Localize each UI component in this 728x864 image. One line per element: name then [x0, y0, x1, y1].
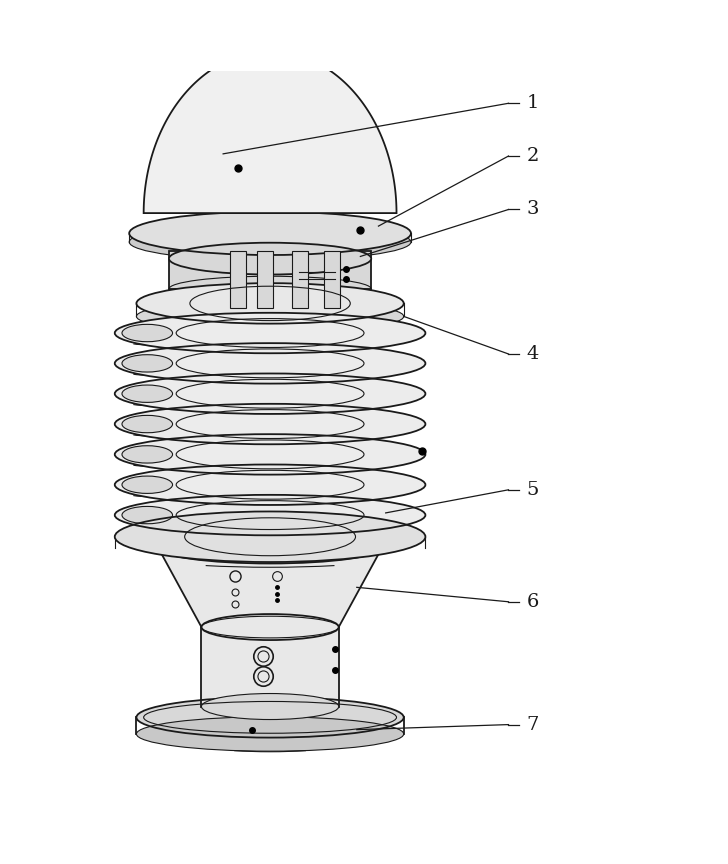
Ellipse shape [158, 531, 382, 563]
Ellipse shape [115, 373, 425, 414]
Ellipse shape [136, 283, 404, 324]
Text: 7: 7 [526, 715, 539, 734]
Polygon shape [158, 548, 382, 627]
Ellipse shape [136, 697, 404, 738]
Ellipse shape [115, 465, 425, 505]
Bar [230, 251, 246, 308]
Bar [292, 251, 308, 308]
Ellipse shape [202, 614, 339, 640]
Ellipse shape [136, 717, 404, 751]
Bar [202, 627, 339, 707]
Ellipse shape [115, 511, 425, 562]
Bar [257, 251, 273, 308]
Ellipse shape [122, 506, 173, 524]
Ellipse shape [122, 355, 173, 372]
Ellipse shape [136, 300, 404, 333]
Ellipse shape [122, 385, 173, 403]
Ellipse shape [115, 435, 425, 474]
Ellipse shape [122, 476, 173, 493]
Text: 5: 5 [526, 480, 539, 499]
Ellipse shape [129, 212, 411, 255]
Bar [324, 251, 340, 308]
Ellipse shape [115, 403, 425, 444]
Ellipse shape [115, 495, 425, 536]
Ellipse shape [169, 243, 371, 275]
Ellipse shape [122, 416, 173, 433]
Polygon shape [143, 51, 397, 213]
Text: 4: 4 [526, 345, 539, 363]
Ellipse shape [202, 694, 339, 720]
Bar [169, 251, 371, 289]
Ellipse shape [169, 276, 371, 302]
Ellipse shape [122, 324, 173, 341]
Ellipse shape [115, 343, 425, 384]
Ellipse shape [202, 616, 339, 638]
Bar [240, 326, 301, 523]
Text: 1: 1 [526, 94, 539, 112]
Text: 3: 3 [526, 200, 539, 219]
Ellipse shape [129, 224, 411, 260]
Ellipse shape [115, 313, 425, 353]
Text: 6: 6 [526, 593, 539, 611]
Text: 2: 2 [526, 147, 539, 165]
Ellipse shape [122, 446, 173, 463]
